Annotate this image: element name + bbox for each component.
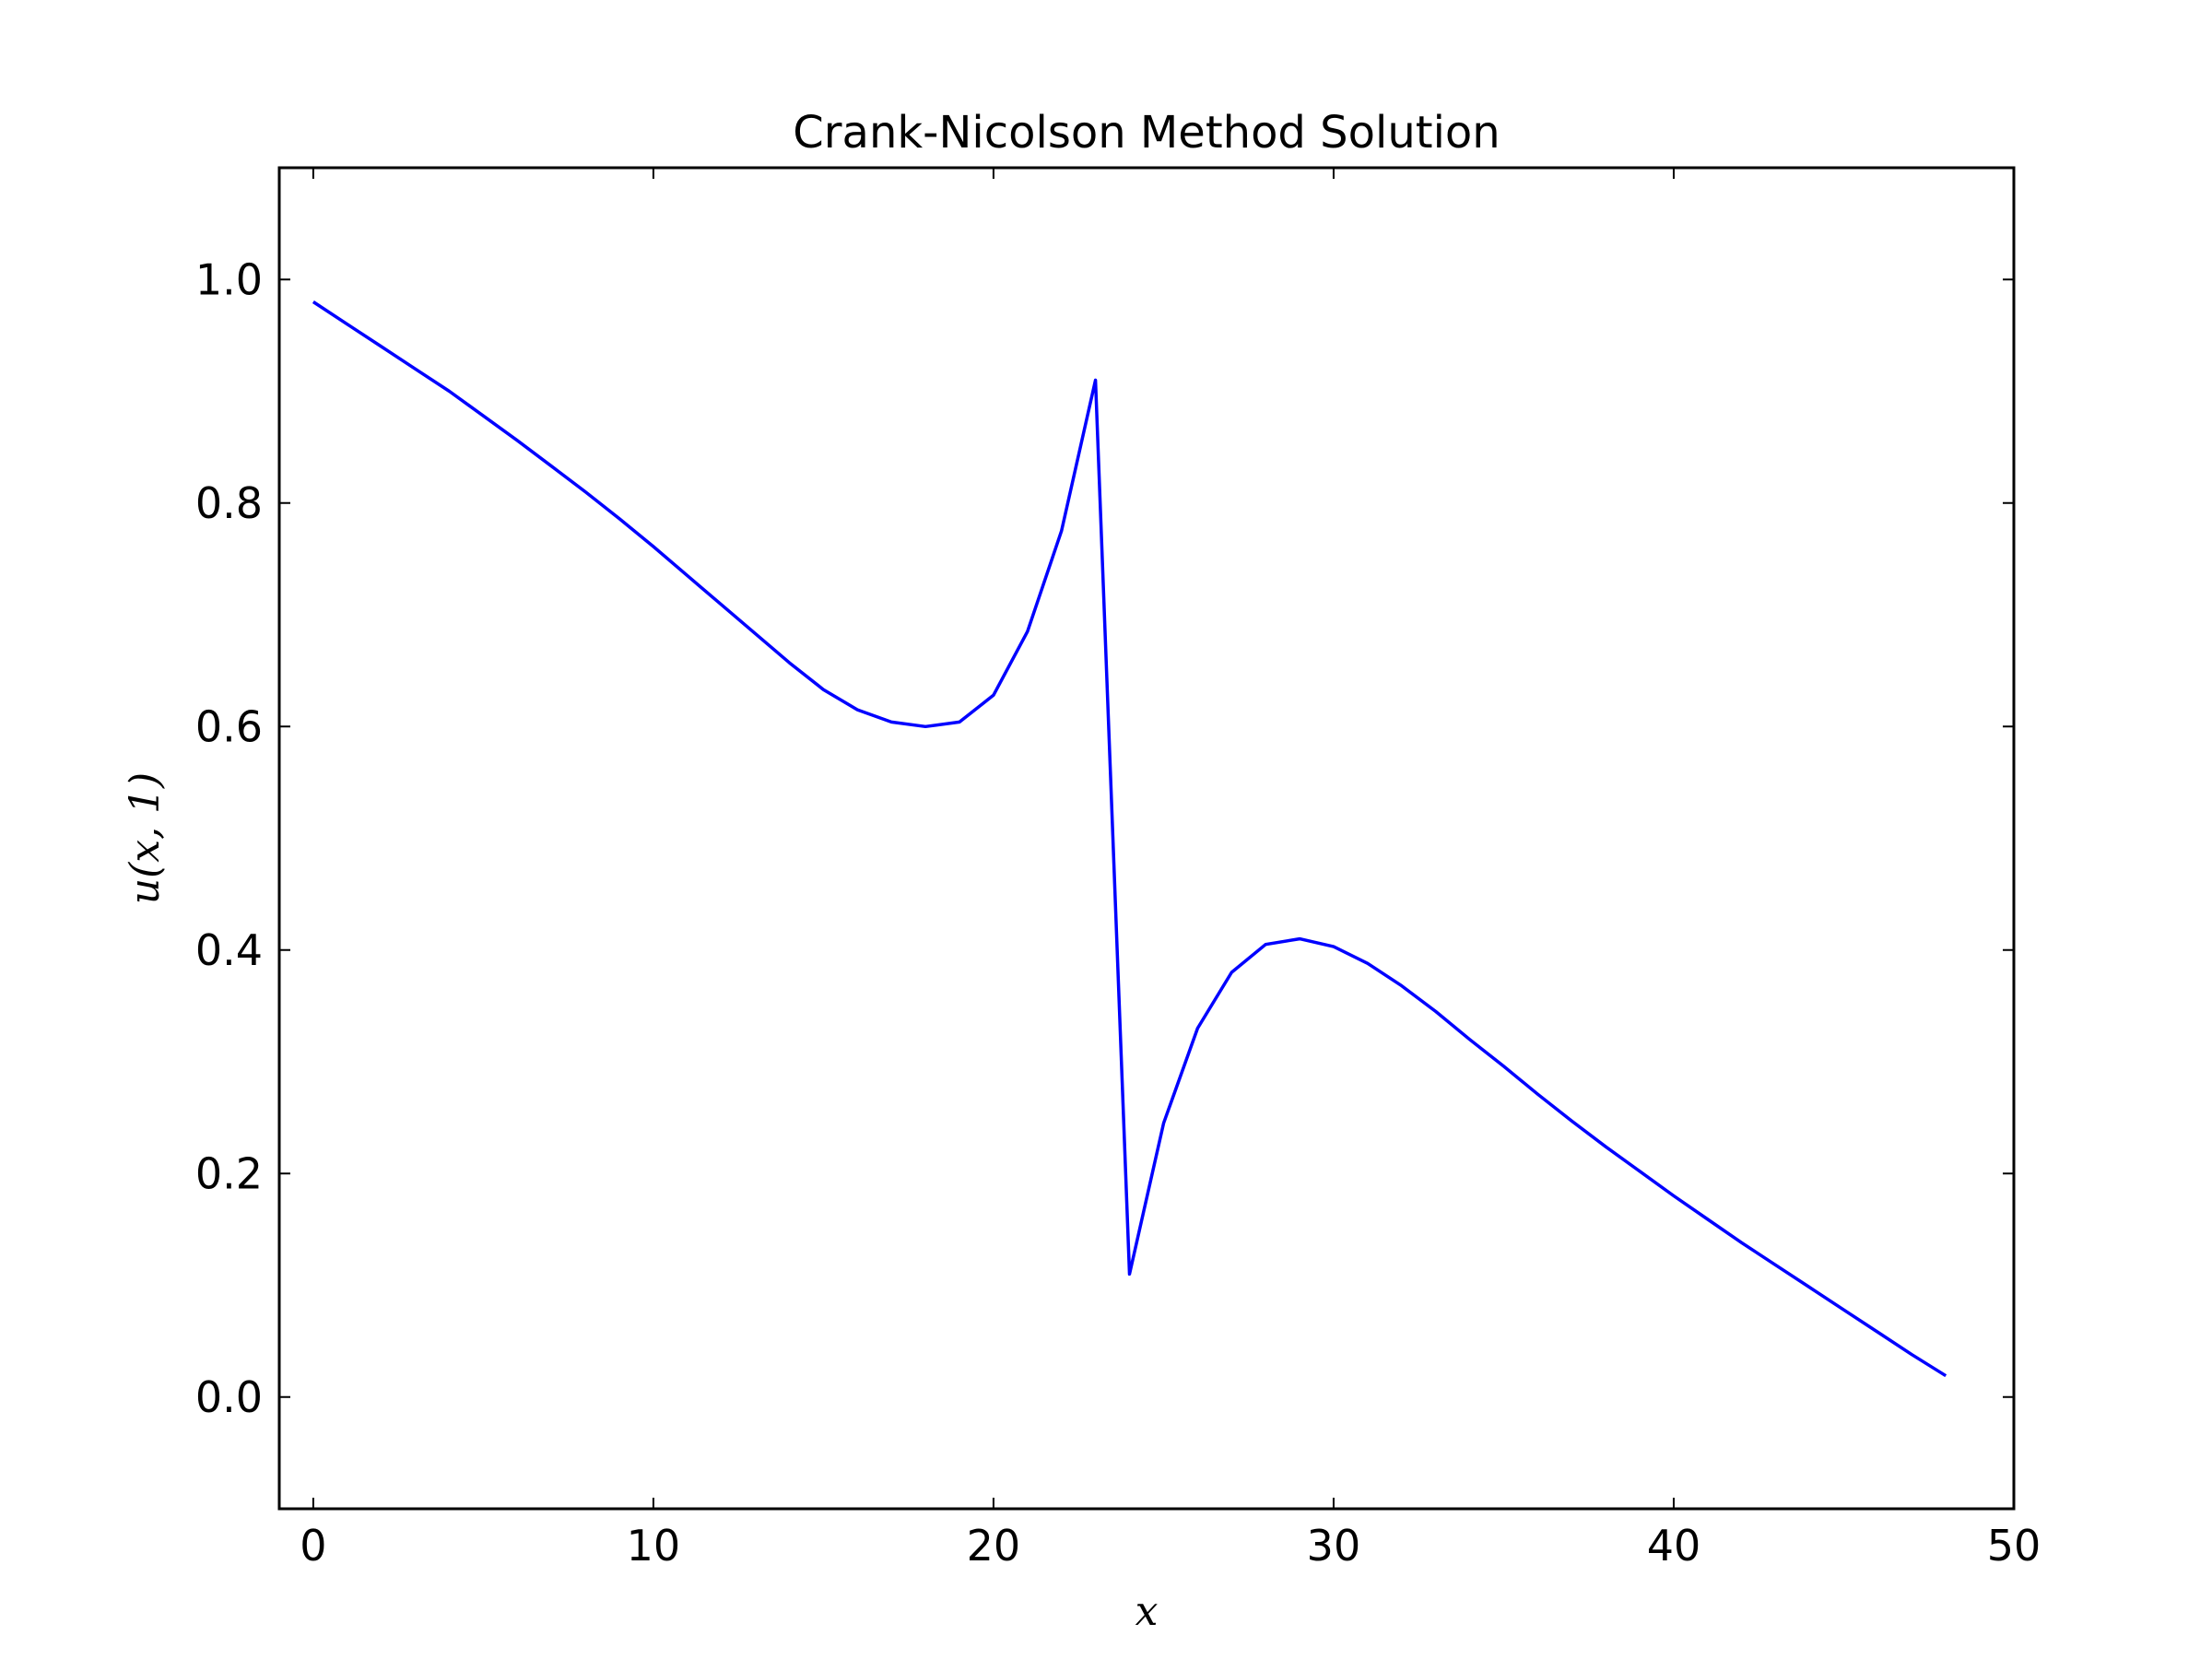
y-tick-label: 0.8	[195, 478, 263, 528]
chart-title: Crank-Nicolson Method Solution	[793, 107, 1500, 159]
series-line	[312, 300, 1947, 1378]
y-tick-label: 0.4	[195, 925, 263, 975]
x-tick-label: 20	[967, 1521, 1021, 1571]
y-tick-label: 0.0	[195, 1372, 263, 1422]
x-tick-label: 10	[627, 1521, 681, 1571]
x-tick-label: 0	[300, 1521, 326, 1571]
plot-area: 0 10 20 30 40 50 0.0 0.2 0.4 0.6 0.8 1.0	[195, 166, 2041, 1571]
x-axis-label: x	[1135, 1588, 1159, 1635]
y-tick-label: 0.2	[195, 1148, 263, 1198]
y-tick-label: 0.6	[195, 701, 263, 751]
x-tick-label: 50	[1987, 1521, 2041, 1571]
x-tick-label: 30	[1307, 1521, 1361, 1571]
y-tick-label: 1.0	[195, 254, 263, 304]
axes-frame	[277, 166, 2016, 1511]
y-axis-label: u(x, 1)	[122, 772, 169, 904]
x-tick-label: 40	[1647, 1521, 1701, 1571]
